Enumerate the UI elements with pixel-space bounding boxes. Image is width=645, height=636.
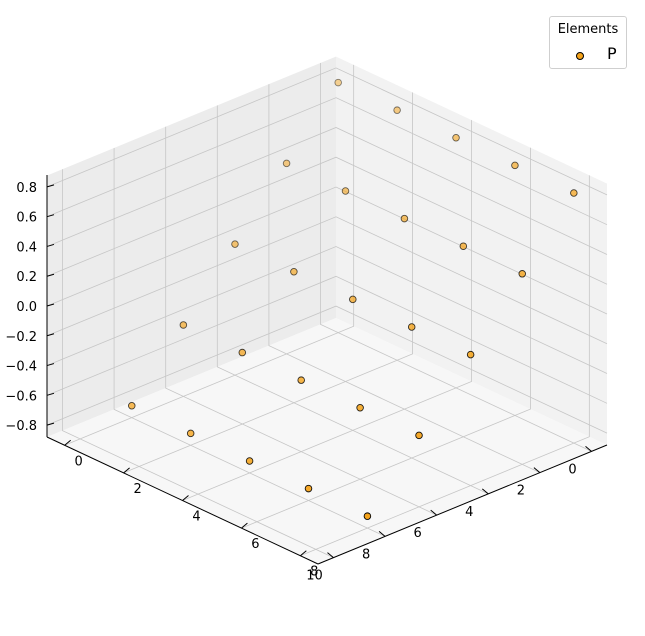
legend-label-p: P — [607, 44, 617, 63]
x-tick-label: 6 — [251, 537, 259, 552]
data-point — [459, 242, 468, 250]
data-point — [466, 350, 475, 359]
z-tick-mark — [46, 392, 55, 396]
tick-labels: 0246802468100.80.60.40.20.0−0.2−0.4−0.6−… — [5, 181, 592, 584]
data-point — [231, 240, 239, 248]
x-tick-label: 0 — [75, 454, 83, 469]
gridline-y — [62, 168, 334, 558]
y-tick-label: 10 — [306, 569, 323, 584]
data-point — [415, 431, 423, 440]
y-axis-line — [317, 444, 608, 565]
y-tick-label: 6 — [414, 526, 422, 541]
x-tick-label: 8 — [310, 565, 318, 580]
z-tick-label: 0.2 — [16, 270, 37, 285]
z-tick-mark — [46, 243, 55, 247]
data-point — [349, 295, 357, 304]
y-tick-mark — [430, 509, 438, 516]
data-point — [570, 189, 578, 197]
data-point — [356, 404, 364, 412]
z-tick-label: −0.2 — [5, 330, 37, 345]
x-tick-mark — [123, 467, 130, 474]
gridline-y — [113, 147, 386, 537]
y-tick-label: 0 — [568, 462, 576, 477]
z-tick-label: 0.0 — [16, 300, 37, 315]
data-point — [238, 348, 247, 357]
data-point — [282, 159, 291, 168]
z-tick-mark — [46, 303, 55, 307]
pane-top-edge — [46, 55, 608, 184]
x-tick-label: 2 — [133, 482, 141, 497]
data-point — [400, 214, 409, 223]
y-tick-mark — [585, 445, 592, 452]
gridline-x — [64, 64, 355, 446]
grid-lines — [46, 55, 608, 558]
y-tick-label: 8 — [362, 547, 370, 562]
y-tick-mark — [378, 530, 386, 537]
x-tick-mark — [182, 495, 189, 501]
gridline-x — [241, 147, 531, 529]
z-tick-mark — [46, 363, 55, 367]
data-point — [518, 270, 526, 278]
data-point — [297, 376, 305, 384]
legend-title: Elements — [557, 22, 619, 37]
gridline-z — [46, 127, 608, 255]
data-point — [128, 401, 136, 410]
data-point — [511, 161, 519, 170]
x-tick-mark — [64, 439, 71, 446]
legend-marker-p — [576, 52, 584, 60]
gridline-x — [182, 119, 472, 501]
z-tick-mark — [46, 214, 55, 218]
y-tick-label: 4 — [465, 505, 473, 520]
data-points — [128, 78, 578, 520]
gridline-y — [320, 62, 592, 452]
x-tick-mark — [300, 550, 307, 557]
gridline-z — [46, 216, 608, 345]
x-tick-mark — [241, 522, 248, 529]
gridline-z — [46, 275, 608, 404]
z-tick-mark — [46, 333, 55, 337]
data-point — [179, 321, 188, 329]
z-tick-mark — [46, 422, 55, 426]
data-point — [363, 512, 372, 520]
gridline-z — [46, 246, 608, 374]
z-tick-label: 0.4 — [16, 240, 37, 255]
data-point — [186, 429, 195, 438]
data-point — [290, 268, 298, 276]
gridline-x — [300, 174, 590, 557]
x-tick-label: 4 — [192, 510, 200, 525]
z-tick-mark — [46, 184, 55, 188]
data-point — [304, 484, 313, 493]
gridline-z — [46, 156, 608, 285]
y-tick-mark — [533, 467, 541, 474]
data-point — [341, 187, 350, 195]
gridline-y — [165, 126, 437, 516]
z-tick-label: −0.4 — [5, 360, 37, 375]
z-tick-label: 0.8 — [16, 181, 37, 196]
z-tick-mark — [46, 273, 55, 277]
legend: Elements P — [549, 16, 627, 69]
gridline-x — [123, 91, 413, 474]
data-point — [407, 323, 416, 331]
gridline-z — [46, 305, 608, 434]
gridline-z — [46, 97, 608, 226]
data-point — [334, 78, 342, 87]
z-tick-label: −0.6 — [5, 389, 37, 404]
y-tick-mark — [481, 488, 489, 495]
data-point — [452, 134, 460, 142]
gridline-z — [46, 67, 608, 196]
z-tick-label: −0.8 — [5, 419, 37, 434]
data-point — [393, 106, 401, 114]
y-tick-mark — [327, 552, 334, 559]
y-tick-label: 2 — [517, 484, 525, 499]
gridline-y — [268, 83, 541, 473]
z-tick-label: 0.6 — [16, 211, 37, 226]
data-point — [245, 457, 254, 465]
gridline-y — [216, 104, 489, 495]
gridline-z — [46, 186, 608, 315]
